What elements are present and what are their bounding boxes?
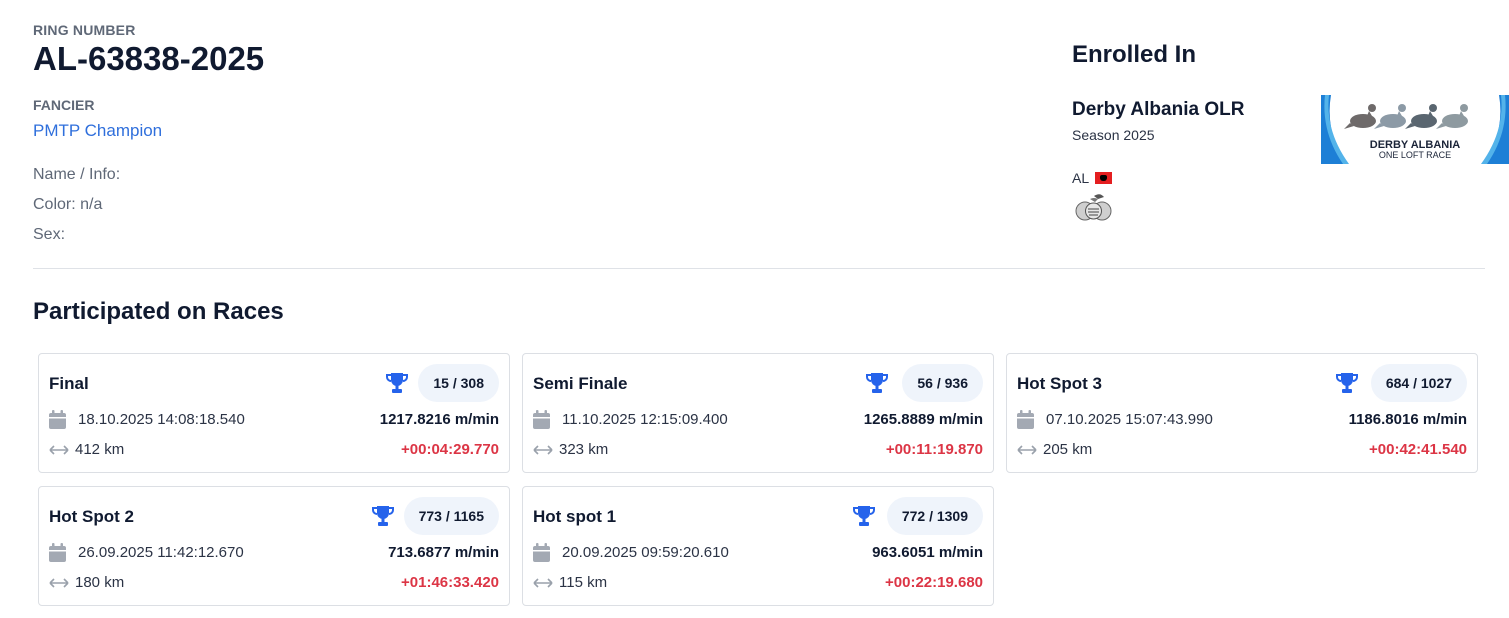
race-speed: 963.6051 m/min — [872, 544, 983, 561]
arrows-horizontal-icon — [49, 444, 69, 455]
sex-info: Sex: — [33, 226, 66, 243]
federation-logo-icon — [1075, 194, 1112, 221]
race-place-badge: 684 / 1027 — [1370, 364, 1467, 402]
ring-number: AL-63838-2025 — [33, 40, 265, 77]
race-distance: 323 km — [559, 441, 609, 458]
race-speed: 1217.8216 m/min — [379, 411, 499, 428]
trophy-icon — [866, 373, 888, 393]
albania-flag-icon — [1095, 172, 1113, 184]
arrows-horizontal-icon — [49, 577, 69, 588]
race-card[interactable]: Final 15 / 308 18.10.2025 14:08:18.540 4… — [38, 353, 510, 473]
trophy-icon — [372, 506, 394, 526]
race-time-diff: +00:42:41.540 — [1369, 441, 1467, 458]
pigeon-header: RING NUMBER AL-63838-2025 FANCIER PMTP C… — [33, 0, 1509, 269]
arrows-horizontal-icon — [533, 577, 553, 588]
trophy-icon — [853, 506, 875, 526]
race-date-row: 11.10.2025 12:15:09.400 — [533, 410, 728, 429]
race-date: 26.09.2025 11:42:12.670 — [78, 544, 244, 561]
derby-logo-line2: ONE LOFT RACE — [1379, 150, 1451, 160]
fancier-label: FANCIER — [33, 97, 95, 113]
race-title: Semi Finale — [533, 374, 628, 393]
race-date: 18.10.2025 14:08:18.540 — [78, 411, 245, 428]
fancier-link[interactable]: PMTP Champion — [33, 121, 163, 140]
calendar-icon — [533, 543, 550, 562]
race-distance-row: 180 km — [49, 574, 124, 591]
race-speed: 1186.8016 m/min — [1348, 411, 1467, 428]
race-speed: 1265.8889 m/min — [863, 411, 983, 428]
ring-number-label: RING NUMBER — [33, 22, 136, 38]
derby-logo-line1: DERBY ALBANIA — [1370, 139, 1461, 151]
race-card[interactable]: Hot Spot 3 684 / 1027 07.10.2025 15:07:4… — [1006, 353, 1478, 473]
race-date-row: 26.09.2025 11:42:12.670 — [49, 543, 244, 562]
race-title: Hot Spot 2 — [49, 507, 134, 526]
race-distance: 180 km — [75, 574, 125, 591]
race-card[interactable]: Hot Spot 2 773 / 1165 26.09.2025 11:42:1… — [38, 486, 510, 606]
participated-races-title: Participated on Races — [33, 298, 284, 325]
race-date: 07.10.2025 15:07:43.990 — [1046, 411, 1213, 428]
race-distance: 205 km — [1043, 441, 1093, 458]
race-card[interactable]: Hot spot 1 772 / 1309 20.09.2025 09:59:2… — [522, 486, 994, 606]
race-time-diff: +00:11:19.870 — [885, 441, 983, 458]
calendar-icon — [49, 410, 66, 429]
race-time-diff: +00:22:19.680 — [885, 574, 983, 591]
race-date-row: 20.09.2025 09:59:20.610 — [533, 543, 729, 562]
calendar-icon — [49, 543, 66, 562]
country-code: AL — [1072, 170, 1090, 186]
calendar-icon — [1017, 410, 1034, 429]
enrolled-title: Enrolled In — [1072, 41, 1197, 68]
race-time-diff: +01:46:33.420 — [401, 574, 499, 591]
race-distance-row: 412 km — [49, 441, 124, 458]
race-date-row: 18.10.2025 14:08:18.540 — [49, 410, 245, 429]
race-date: 11.10.2025 12:15:09.400 — [562, 411, 728, 428]
race-distance-row: 323 km — [533, 441, 608, 458]
race-date-row: 07.10.2025 15:07:43.990 — [1017, 410, 1213, 429]
enrolled-season: Season 2025 — [1072, 127, 1155, 143]
arrows-horizontal-icon — [533, 444, 553, 455]
race-time-diff: +00:04:29.770 — [401, 441, 499, 458]
race-distance-row: 205 km — [1017, 441, 1092, 458]
color-info: Color: n/a — [33, 196, 103, 213]
race-distance: 412 km — [75, 441, 125, 458]
race-title: Final — [49, 374, 89, 393]
enrolled-in-panel: Enrolled In Derby Albania OLR Season 202… — [1072, 0, 1509, 268]
race-distance: 115 km — [559, 574, 608, 591]
race-title: Hot spot 1 — [533, 507, 617, 526]
derby-albania-logo: DERBY ALBANIA ONE LOFT RACE — [1321, 95, 1509, 164]
trophy-icon — [1336, 373, 1358, 393]
trophy-icon — [386, 373, 408, 393]
race-place-badge: 15 / 308 — [418, 364, 499, 402]
race-title: Hot Spot 3 — [1017, 374, 1102, 393]
name-info: Name / Info: — [33, 166, 121, 183]
country-row: AL — [1072, 170, 1113, 186]
race-card[interactable]: Semi Finale 56 / 936 11.10.2025 12:15:09… — [522, 353, 994, 473]
race-place-badge: 56 / 936 — [902, 364, 983, 402]
race-date: 20.09.2025 09:59:20.610 — [562, 544, 729, 561]
race-place-badge: 772 / 1309 — [886, 497, 983, 535]
race-distance-row: 115 km — [533, 574, 607, 591]
enrolled-race-name[interactable]: Derby Albania OLR — [1072, 99, 1245, 120]
calendar-icon — [533, 410, 550, 429]
arrows-horizontal-icon — [1017, 444, 1037, 455]
race-speed: 713.6877 m/min — [388, 544, 499, 561]
race-place-badge: 773 / 1165 — [403, 497, 499, 535]
